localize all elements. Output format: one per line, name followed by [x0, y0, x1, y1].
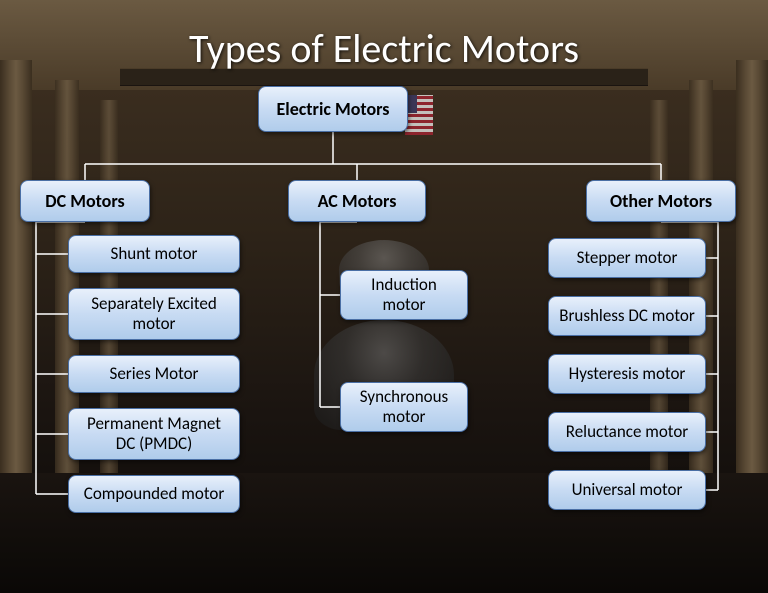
- node-ac-child-1: Synchronous motor: [340, 382, 468, 432]
- node-dc-child-3: Permanent Magnet DC (PMDC): [68, 408, 240, 460]
- node-category-dc: DC Motors: [20, 180, 150, 222]
- node-category-other: Other Motors: [586, 180, 736, 222]
- node-ac-child-0: Induction motor: [340, 270, 468, 320]
- node-other-child-1: Brushless DC motor: [548, 296, 706, 336]
- node-other-child-2: Hysteresis motor: [548, 354, 706, 394]
- slide-title: Types of Electric Motors: [0, 24, 768, 73]
- slide: Types of Electric Motors Electric Motors…: [0, 0, 768, 593]
- node-other-child-3: Reluctance motor: [548, 412, 706, 452]
- flag-icon: [405, 95, 433, 135]
- node-other-child-0: Stepper motor: [548, 238, 706, 278]
- node-root: Electric Motors: [258, 86, 408, 132]
- node-dc-child-4: Compounded motor: [68, 475, 240, 513]
- node-dc-child-1: Separately Excited motor: [68, 288, 240, 340]
- node-other-child-4: Universal motor: [548, 470, 706, 510]
- node-dc-child-2: Series Motor: [68, 355, 240, 393]
- node-dc-child-0: Shunt motor: [68, 235, 240, 273]
- node-category-ac: AC Motors: [288, 180, 426, 222]
